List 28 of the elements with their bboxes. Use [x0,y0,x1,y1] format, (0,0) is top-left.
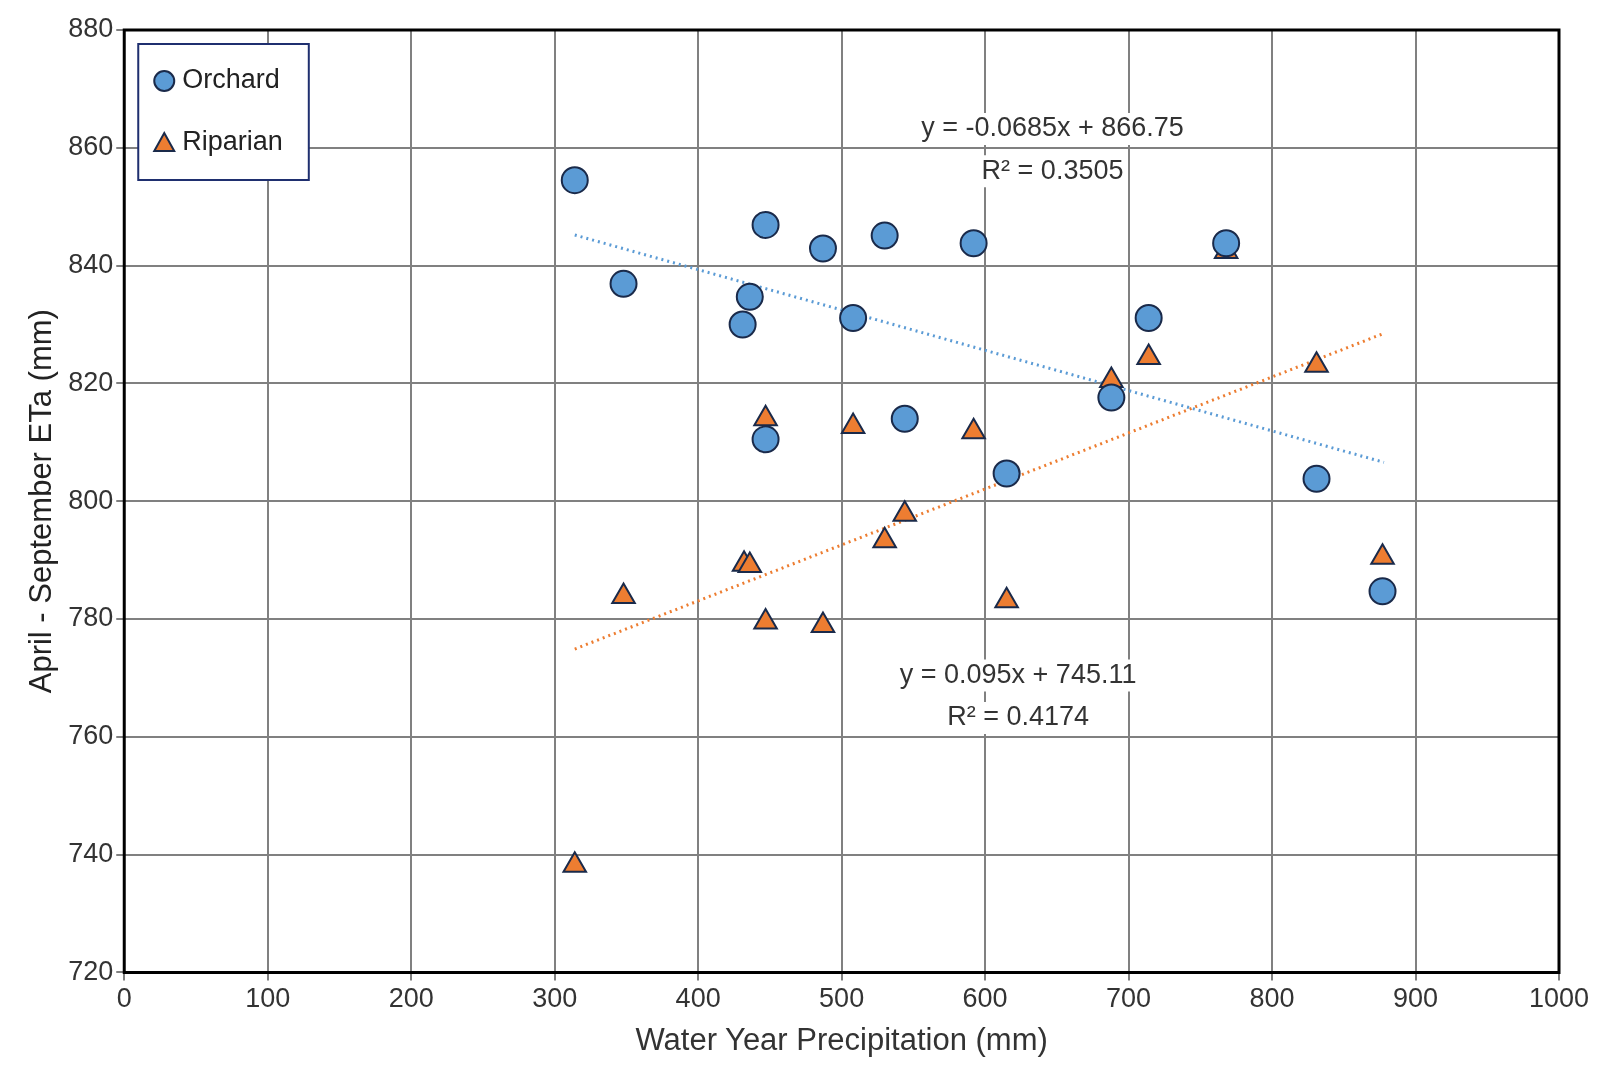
annotation: y = 0.095x + 745.11 [899,659,1137,689]
annotation: R² = 0.3505 [981,154,1124,185]
y-tick-label: 860 [68,131,114,162]
annotation: R² = 0.4174 [947,701,1090,732]
x-tick-label: 600 [962,983,1008,1014]
y-tick-label: 780 [68,602,114,633]
y-tick-label: 880 [68,13,114,44]
x-axis-title: Water Year Precipitation (mm) [635,1021,1048,1057]
x-tick-label: 1000 [1528,983,1590,1014]
y-tick-label: 800 [68,484,114,515]
x-tick-label: 300 [532,983,578,1014]
x-tick-label: 400 [675,983,721,1014]
x-tick-label: 500 [819,983,865,1014]
x-tick-label: 900 [1392,983,1439,1014]
y-tick-label: 720 [68,955,114,986]
y-tick-label: 820 [68,366,114,397]
legend-label: Orchard [182,64,280,95]
x-tick-label: 100 [245,983,291,1014]
x-tick-label: 800 [1249,983,1295,1014]
x-tick-label: 700 [1106,983,1152,1014]
y-tick-label: 840 [68,249,114,280]
x-tick-label: 0 [116,983,132,1014]
legend-label: Riparian [182,126,283,157]
y-axis-title: April - September ETa (mm) [23,309,59,694]
annotation: y = -0.0685x + 866.75 [921,112,1184,143]
y-tick-label: 740 [68,838,114,869]
x-tick-label: 200 [388,983,434,1014]
y-tick-label: 760 [68,720,114,751]
